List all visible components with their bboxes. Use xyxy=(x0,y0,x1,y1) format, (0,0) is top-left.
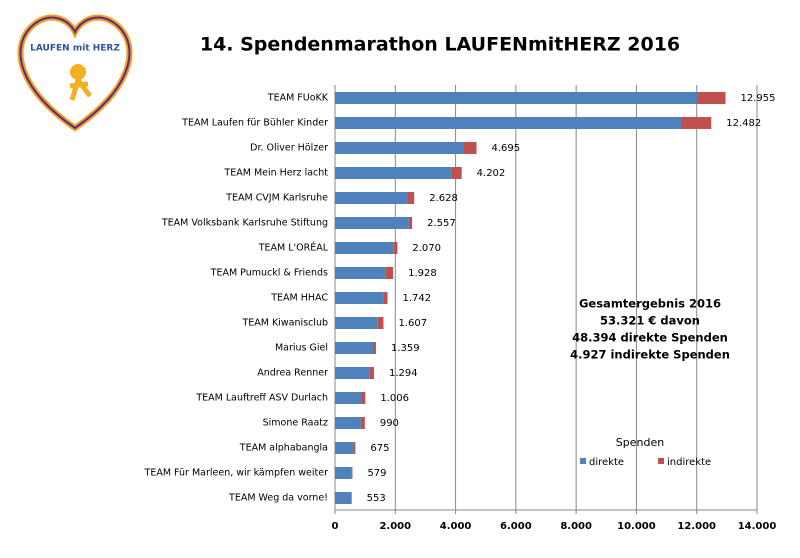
bar-segment xyxy=(353,442,356,454)
annotation: 48.394 direkte Spenden xyxy=(572,331,728,345)
y-tick-label: TEAM CVJM Karlsruhe xyxy=(225,193,328,204)
bar-segment xyxy=(464,142,477,154)
legend-swatch xyxy=(658,458,664,464)
bar-segment xyxy=(335,367,370,379)
bar-segment xyxy=(335,142,465,154)
bar-segment xyxy=(369,367,375,379)
bar-segment xyxy=(335,92,698,104)
logo-runner-limbs xyxy=(69,78,92,101)
x-tick-label: 6.000 xyxy=(500,521,532,532)
legend-label: direkte xyxy=(589,457,624,468)
y-tick-label: TEAM FUoKK xyxy=(267,93,329,104)
y-tick-label: TEAM Für Marleen, wir kämpfen weiter xyxy=(144,468,329,479)
bar-segment xyxy=(335,317,378,329)
value-label: 4.695 xyxy=(492,143,521,154)
x-tick-label: 2.000 xyxy=(379,521,411,532)
y-tick-label: TEAM Volksbank Karlsruhe Stiftung xyxy=(161,218,328,229)
x-tick-label: 12.000 xyxy=(677,521,716,532)
bar-segment xyxy=(351,467,353,479)
value-label: 2.557 xyxy=(427,218,456,229)
y-tick-label: TEAM Laufen für Bühler Kinder xyxy=(181,118,328,129)
bar-segment xyxy=(681,117,712,129)
bar-segment xyxy=(393,242,398,254)
y-tick-label: TEAM Kiwanisclub xyxy=(241,318,328,329)
bar-segment xyxy=(335,392,362,404)
value-label: 1.006 xyxy=(380,393,409,404)
value-label: 12.482 xyxy=(726,118,761,129)
x-tick-label: 10.000 xyxy=(617,521,656,532)
bar-segment xyxy=(383,292,388,304)
logo-text: LAUFEN mit HERZ xyxy=(30,44,120,54)
logo-runner xyxy=(70,64,86,80)
value-label: 675 xyxy=(370,443,389,454)
chart-title: 14. Spendenmarathon LAUFENmitHERZ 2016 xyxy=(200,34,680,56)
annotation: Gesamtergebnis 2016 xyxy=(579,297,721,311)
y-tick-label: TEAM HHAC xyxy=(270,293,328,304)
bar-segment xyxy=(335,192,408,204)
x-tick-label: 14.000 xyxy=(738,521,777,532)
bar-segment xyxy=(350,492,352,504)
y-tick-label: Simone Raatz xyxy=(263,418,328,429)
bar-segment xyxy=(335,492,351,504)
bar-segment xyxy=(407,192,415,204)
y-tick-label: Dr. Oliver Hölzer xyxy=(250,143,328,154)
bar-segment xyxy=(335,242,394,254)
legend-swatch xyxy=(580,458,586,464)
y-tick-label: Andrea Renner xyxy=(257,368,328,379)
bar-segment xyxy=(335,167,452,179)
y-tick-label: TEAM Lauftreff ASV Durlach xyxy=(195,393,328,404)
y-tick-label: TEAM L'ORÉAL xyxy=(258,242,329,254)
bar-segment xyxy=(377,317,384,329)
value-label: 990 xyxy=(380,418,399,429)
bar-segment xyxy=(385,267,394,279)
bar-segment xyxy=(335,267,386,279)
legend: Spenden xyxy=(568,432,738,474)
value-label: 1.294 xyxy=(389,368,418,379)
annotation: 53.321 € davon xyxy=(600,314,700,328)
legend-box xyxy=(568,432,738,474)
bar-segment xyxy=(372,342,376,354)
bar-segment xyxy=(408,217,413,229)
value-label: 1.359 xyxy=(391,343,420,354)
value-label: 1.607 xyxy=(398,318,427,329)
x-tick-label: 0 xyxy=(332,521,339,532)
bar-segment xyxy=(360,417,365,429)
bar-segment xyxy=(361,392,366,404)
value-label: 1.742 xyxy=(403,293,432,304)
bar-segment xyxy=(335,442,354,454)
value-label: 12.955 xyxy=(741,93,776,104)
bar-segment xyxy=(451,167,462,179)
y-tick-label: TEAM Mein Herz lacht xyxy=(223,168,328,179)
y-tick-label: Marius Giel xyxy=(275,343,328,354)
legend-label: indirekte xyxy=(667,457,711,468)
logo-outline xyxy=(19,16,131,130)
bar-segment xyxy=(697,92,726,104)
x-tick-label: 8.000 xyxy=(560,521,592,532)
value-label: 2.628 xyxy=(429,193,458,204)
y-tick-label: TEAM Pumuckl & Friends xyxy=(210,268,328,279)
value-label: 553 xyxy=(367,493,386,504)
bar-segment xyxy=(335,117,682,129)
value-label: 4.202 xyxy=(477,168,506,179)
value-label: 2.070 xyxy=(412,243,441,254)
bar-segment xyxy=(335,217,409,229)
y-tick-label: TEAM alphabangla xyxy=(239,443,328,454)
x-tick-label: 4.000 xyxy=(440,521,472,532)
bar-segment xyxy=(335,292,384,304)
legend-title: Spenden xyxy=(616,436,664,449)
y-tick-label: TEAM Weg da vorne! xyxy=(228,493,328,504)
logo: LAUFEN mit HERZ xyxy=(17,14,133,132)
bar-segment xyxy=(335,467,352,479)
bar-segment xyxy=(335,417,361,429)
annotation: 4.927 indirekte Spenden xyxy=(570,348,730,362)
bar-segment xyxy=(335,342,373,354)
value-label: 1.928 xyxy=(408,268,437,279)
value-label: 579 xyxy=(367,468,386,479)
